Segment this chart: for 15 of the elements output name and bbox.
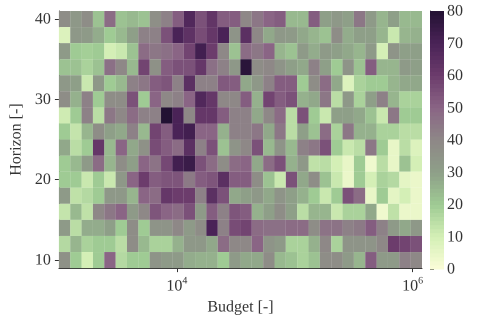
color-bar-label: 30 — [447, 164, 463, 181]
color-bar-label: 60 — [447, 67, 463, 84]
y-tick-label: 30 — [34, 90, 51, 108]
color-bar-label: 70 — [447, 34, 463, 52]
y-tick-label: 40 — [34, 10, 51, 28]
color-bar-label: 20 — [447, 196, 463, 213]
x-axis-title: Budget [-] — [207, 298, 274, 316]
color-bar-label: 80 — [447, 2, 463, 20]
color-bar-label: 50 — [447, 99, 463, 116]
y-tick-label: 20 — [34, 171, 51, 188]
color-bar-label: 0 — [447, 260, 455, 278]
color-bar-label: 10 — [447, 228, 463, 246]
y-tick-label: 10 — [34, 252, 51, 269]
color-bar-label: 40 — [447, 132, 463, 148]
y-axis-title: Horizon [-] — [8, 103, 24, 176]
